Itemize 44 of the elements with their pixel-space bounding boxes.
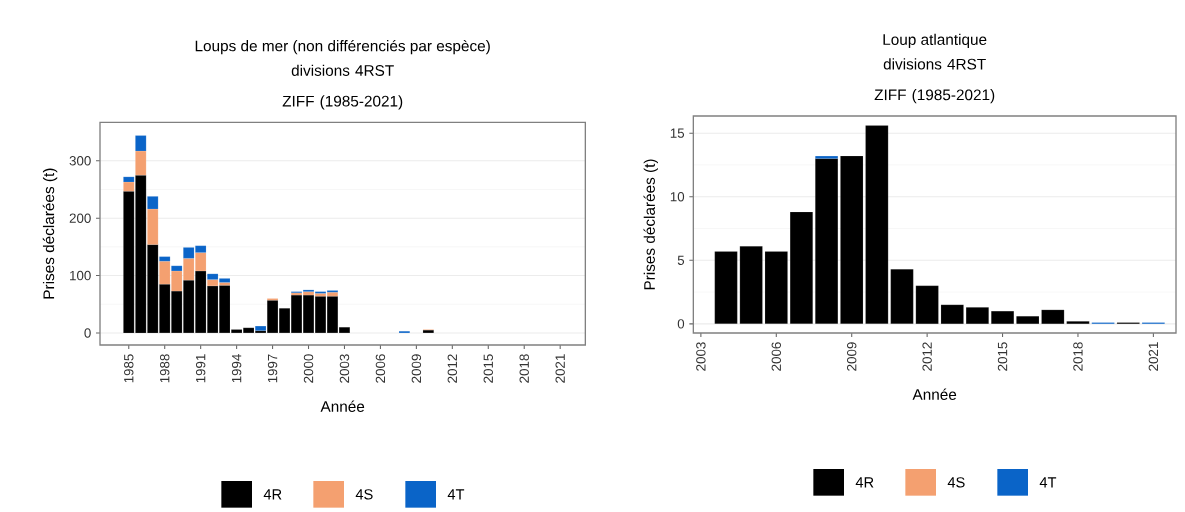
y-tick-label: 200 xyxy=(69,213,91,223)
y-tick-label: 0 xyxy=(677,319,685,329)
x-tick-label: 1997 xyxy=(267,354,278,383)
y-tick-label: 300 xyxy=(69,156,91,166)
y-tick-label: 0 xyxy=(84,328,91,338)
text: divisions 4RST ZIFF (1985-2021) xyxy=(282,64,403,110)
legend-label: 4T xyxy=(1039,477,1057,488)
x-axis-title: Année xyxy=(912,388,957,400)
y-axis-title: Prises déclarées (t) xyxy=(643,159,658,290)
y-axis-title: Prises déclarées (t) xyxy=(42,168,58,299)
y-tick-label: 15 xyxy=(670,128,685,138)
chart-title: Loups de mer (non différenciés par espèce) xyxy=(195,39,490,55)
x-tick-label: 2003 xyxy=(339,354,350,383)
y-tick-label: 5 xyxy=(677,255,685,265)
legend-label: 4R xyxy=(263,489,282,500)
bar xyxy=(991,311,1014,324)
x-tick-label: 1985 xyxy=(124,354,134,383)
x-tick-label: 2003 xyxy=(696,342,706,371)
x-tick-label: 2018 xyxy=(1073,342,1083,371)
x-tick-label: 2015 xyxy=(997,342,1008,371)
x-tick-label: 2006 xyxy=(375,354,386,383)
x-tick-label: 1991 xyxy=(195,354,206,383)
y-tick-label: 10 xyxy=(670,192,685,202)
text: divisions 4RST ZIFF (1985-2021) xyxy=(874,58,995,104)
x-tick-label: 2006 xyxy=(771,342,782,371)
legend-label: 4R xyxy=(855,477,874,488)
x-tick-label: 2015 xyxy=(483,354,493,383)
x-tick-label: 2009 xyxy=(847,342,857,371)
x-axis-title: Année xyxy=(320,400,365,412)
x-tick-label: 2021 xyxy=(1148,342,1159,371)
legend-label: 4T xyxy=(447,489,465,500)
x-tick-label: 2018 xyxy=(519,354,529,383)
y-tick-label: 100 xyxy=(70,270,91,281)
legend-label: 4S xyxy=(947,477,965,488)
legend-label: 4S xyxy=(355,489,373,500)
x-tick-label: 2021 xyxy=(555,354,565,383)
x-tick-label: 2012 xyxy=(447,354,458,383)
x-tick-label: 2009 xyxy=(411,354,422,383)
bar xyxy=(966,307,989,324)
x-tick-label: 1988 xyxy=(160,354,170,383)
x-tick-label: 1994 xyxy=(231,354,242,383)
chart-title: Loup atlantique xyxy=(883,33,987,49)
x-tick-label: 2000 xyxy=(303,354,314,383)
x-tick-label: 2012 xyxy=(922,342,932,371)
